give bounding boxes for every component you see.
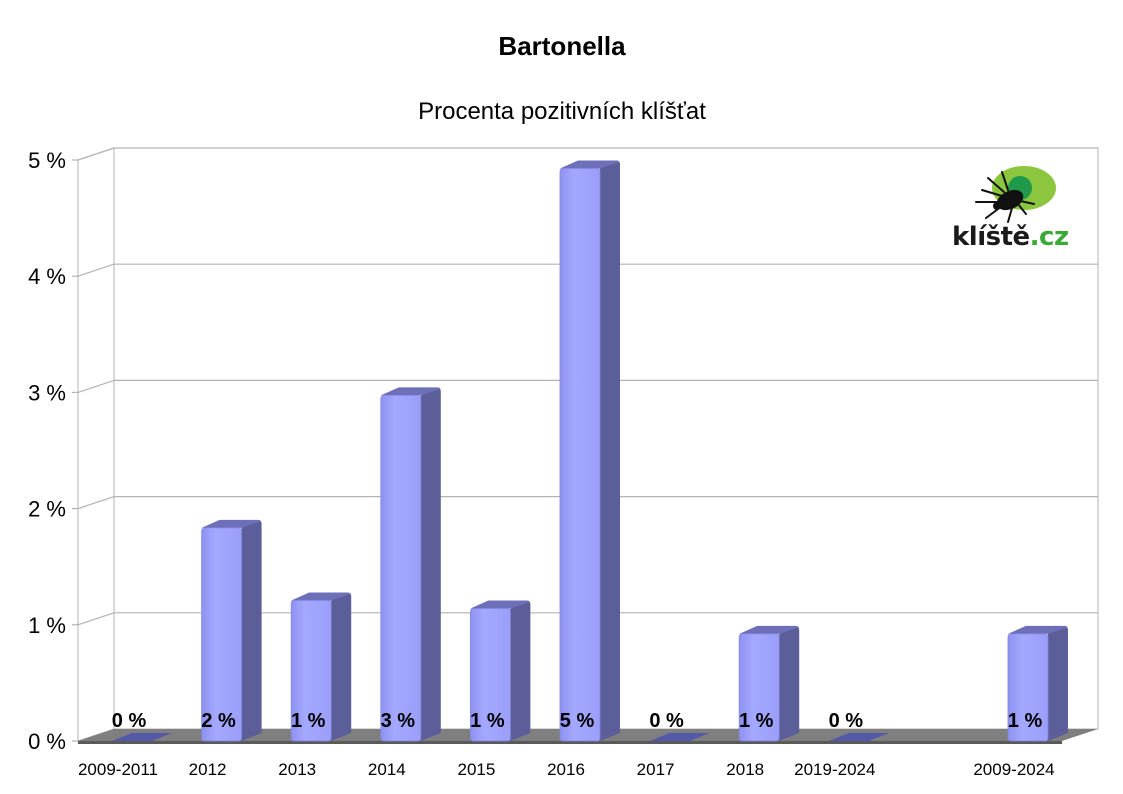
grid-line-side bbox=[77, 612, 115, 626]
data-label: 0 % bbox=[829, 710, 864, 732]
y-tick-label: 0 % bbox=[28, 729, 66, 754]
y-tick-label: 2 % bbox=[28, 497, 66, 522]
bar-side bbox=[331, 592, 352, 741]
data-label: 0 % bbox=[112, 710, 147, 732]
x-tick-label: 2017 bbox=[637, 760, 675, 779]
x-tick-label: 2018 bbox=[726, 760, 764, 779]
x-tick-label: 2014 bbox=[368, 760, 406, 779]
data-label: 1 % bbox=[291, 710, 326, 732]
x-tick-label: 2015 bbox=[457, 760, 495, 779]
tick-icon bbox=[975, 166, 1056, 223]
bar-side bbox=[510, 600, 531, 741]
data-label: 2 % bbox=[201, 710, 236, 732]
x-tick-label: 2013 bbox=[278, 760, 316, 779]
floor-edge bbox=[78, 741, 1062, 744]
x-axis-ticks: 2009-2011 2012 2013 2014 2015 2016 2017 2018 201… bbox=[78, 760, 1055, 779]
bar-top bbox=[739, 625, 798, 634]
bar bbox=[1007, 633, 1049, 742]
bar-side bbox=[779, 625, 800, 741]
data-label: 1 % bbox=[739, 710, 774, 732]
data-label: 1 % bbox=[470, 710, 505, 732]
data-label: 0 % bbox=[649, 710, 684, 732]
grid-line-side bbox=[77, 379, 115, 393]
y-axis-ticks: 0 % 1 % 2 % 3 % 4 % 5 % bbox=[28, 148, 78, 754]
bars bbox=[112, 160, 1068, 742]
data-label: 5 % bbox=[560, 710, 595, 732]
chart-subtitle: Procenta pozitivních klíšťat bbox=[418, 98, 706, 125]
x-tick-label: 2009-2024 bbox=[973, 760, 1054, 779]
data-labels: 0 % 2 % 1 % 3 % 1 % 5 % 0 % 1 % 0 % 1 % bbox=[112, 710, 1043, 732]
bar bbox=[738, 633, 780, 742]
bar bbox=[201, 527, 243, 742]
y-tick-label: 4 % bbox=[28, 264, 66, 289]
chart-title: Bartonella bbox=[498, 31, 626, 61]
left-wall bbox=[77, 147, 115, 742]
x-tick-label: 2009-2011 bbox=[78, 760, 158, 779]
grid-line-side bbox=[77, 263, 115, 277]
y-tick-label: 5 % bbox=[28, 148, 66, 173]
grid-line-side bbox=[77, 496, 115, 510]
x-tick-label: 2019-2024 bbox=[794, 760, 875, 779]
bar bbox=[290, 600, 332, 742]
y-tick-label: 1 % bbox=[28, 613, 66, 638]
bar-top bbox=[380, 387, 440, 396]
data-label: 3 % bbox=[381, 710, 416, 732]
bar bbox=[469, 608, 511, 742]
bar-top bbox=[560, 160, 619, 169]
bar-top bbox=[201, 519, 261, 528]
grid-line-side bbox=[77, 147, 115, 161]
bar-flat bbox=[649, 733, 710, 741]
bar-flat bbox=[828, 733, 889, 741]
bar-top bbox=[291, 592, 350, 601]
data-label: 1 % bbox=[1008, 710, 1043, 732]
bar-side bbox=[1048, 625, 1068, 741]
logo-text: klíště.cz bbox=[952, 222, 1072, 252]
bar bbox=[380, 394, 422, 742]
bar-side bbox=[600, 160, 620, 741]
x-tick-label: 2012 bbox=[189, 760, 227, 779]
bar-top bbox=[1008, 625, 1067, 634]
bar bbox=[559, 168, 601, 742]
logo-text-domain: .cz bbox=[1029, 222, 1069, 252]
bar-side bbox=[241, 519, 262, 741]
bar-top bbox=[470, 600, 530, 609]
bar-side bbox=[420, 387, 441, 741]
x-tick-label: 2016 bbox=[547, 760, 585, 779]
bar-flat bbox=[112, 733, 172, 741]
logo-text-main: klíště bbox=[952, 222, 1030, 252]
y-tick-label: 3 % bbox=[28, 380, 66, 405]
klistecz-logo: klíště.cz bbox=[952, 160, 1072, 255]
